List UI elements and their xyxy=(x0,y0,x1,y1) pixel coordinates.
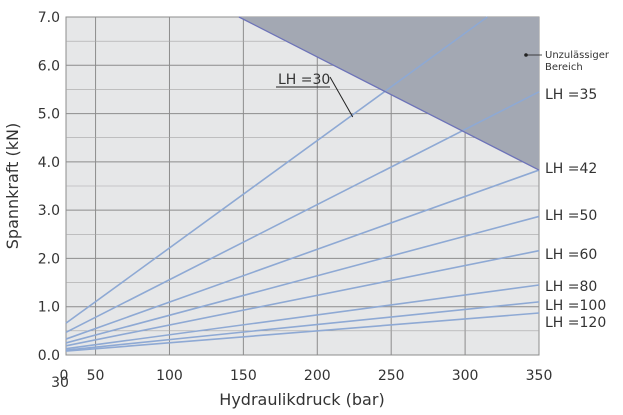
y-axis-title: Spannkraft (kN) xyxy=(3,123,22,249)
forbidden-zone-label-line1: Unzulässiger xyxy=(545,50,610,61)
series-line xyxy=(65,284,540,350)
x-tick-label: 200 xyxy=(304,368,331,384)
series-line xyxy=(65,301,540,351)
grid xyxy=(65,17,539,355)
series-label: LH =42 xyxy=(545,161,597,177)
series-line xyxy=(65,215,540,344)
y-tick-label: 2.0 xyxy=(38,251,60,267)
series-line xyxy=(65,249,540,347)
y-tick-label: 0.0 xyxy=(38,348,60,364)
lh30-callout-leader xyxy=(329,76,354,118)
series-group xyxy=(65,16,540,352)
series-label: LH =80 xyxy=(545,279,597,295)
forbidden-zone-label-line2: Bereich xyxy=(545,62,583,73)
series-label: LH =120 xyxy=(545,315,606,331)
x-tick-label: 250 xyxy=(378,368,405,384)
y-tick-label: 3.0 xyxy=(38,203,60,219)
series-line xyxy=(65,16,488,324)
x-tick-label: 100 xyxy=(156,368,183,384)
lh30-callout-label: LH =30 xyxy=(278,72,330,88)
y-tick-label: 4.0 xyxy=(38,155,60,171)
y-tick-label: 6.0 xyxy=(38,58,60,74)
series-labels: LH =35 LH =42 LH =50 LH =60 LH =80 LH =100LH … xyxy=(545,87,606,331)
lh30-callout: LH =30 xyxy=(276,72,354,118)
y-tick-label: 1.0 xyxy=(38,300,60,316)
y-tick-label: 7.0 xyxy=(38,10,60,26)
x-tick-label: 150 xyxy=(230,368,257,384)
series-line xyxy=(65,91,540,334)
series-line xyxy=(65,312,540,352)
series-label: LH =35 xyxy=(545,87,597,103)
x-tick-label: 30 xyxy=(51,375,69,391)
x-tick-label: 50 xyxy=(87,368,105,384)
x-tick-label: 350 xyxy=(526,368,553,384)
x-tick-labels: 030 50 100 150 200 250 300 350 xyxy=(51,368,552,391)
series-line xyxy=(65,169,540,340)
series-label: LH =50 xyxy=(545,208,597,224)
x-tick-label: 0 xyxy=(60,368,69,384)
x-axis-title: Hydraulikdruck (bar) xyxy=(219,390,384,409)
series-label: LH =60 xyxy=(545,247,597,263)
series-label: LH =100 xyxy=(545,298,606,314)
x-tick-label: 300 xyxy=(452,368,479,384)
forbidden-zone-boundary xyxy=(238,16,540,171)
forbidden-zone-label: Unzulässiger Bereich xyxy=(524,50,610,73)
y-tick-labels: 0.0 1.0 2.0 3.0 4.0 5.0 6.0 7.0 xyxy=(38,10,60,364)
y-tick-label: 5.0 xyxy=(38,107,60,123)
